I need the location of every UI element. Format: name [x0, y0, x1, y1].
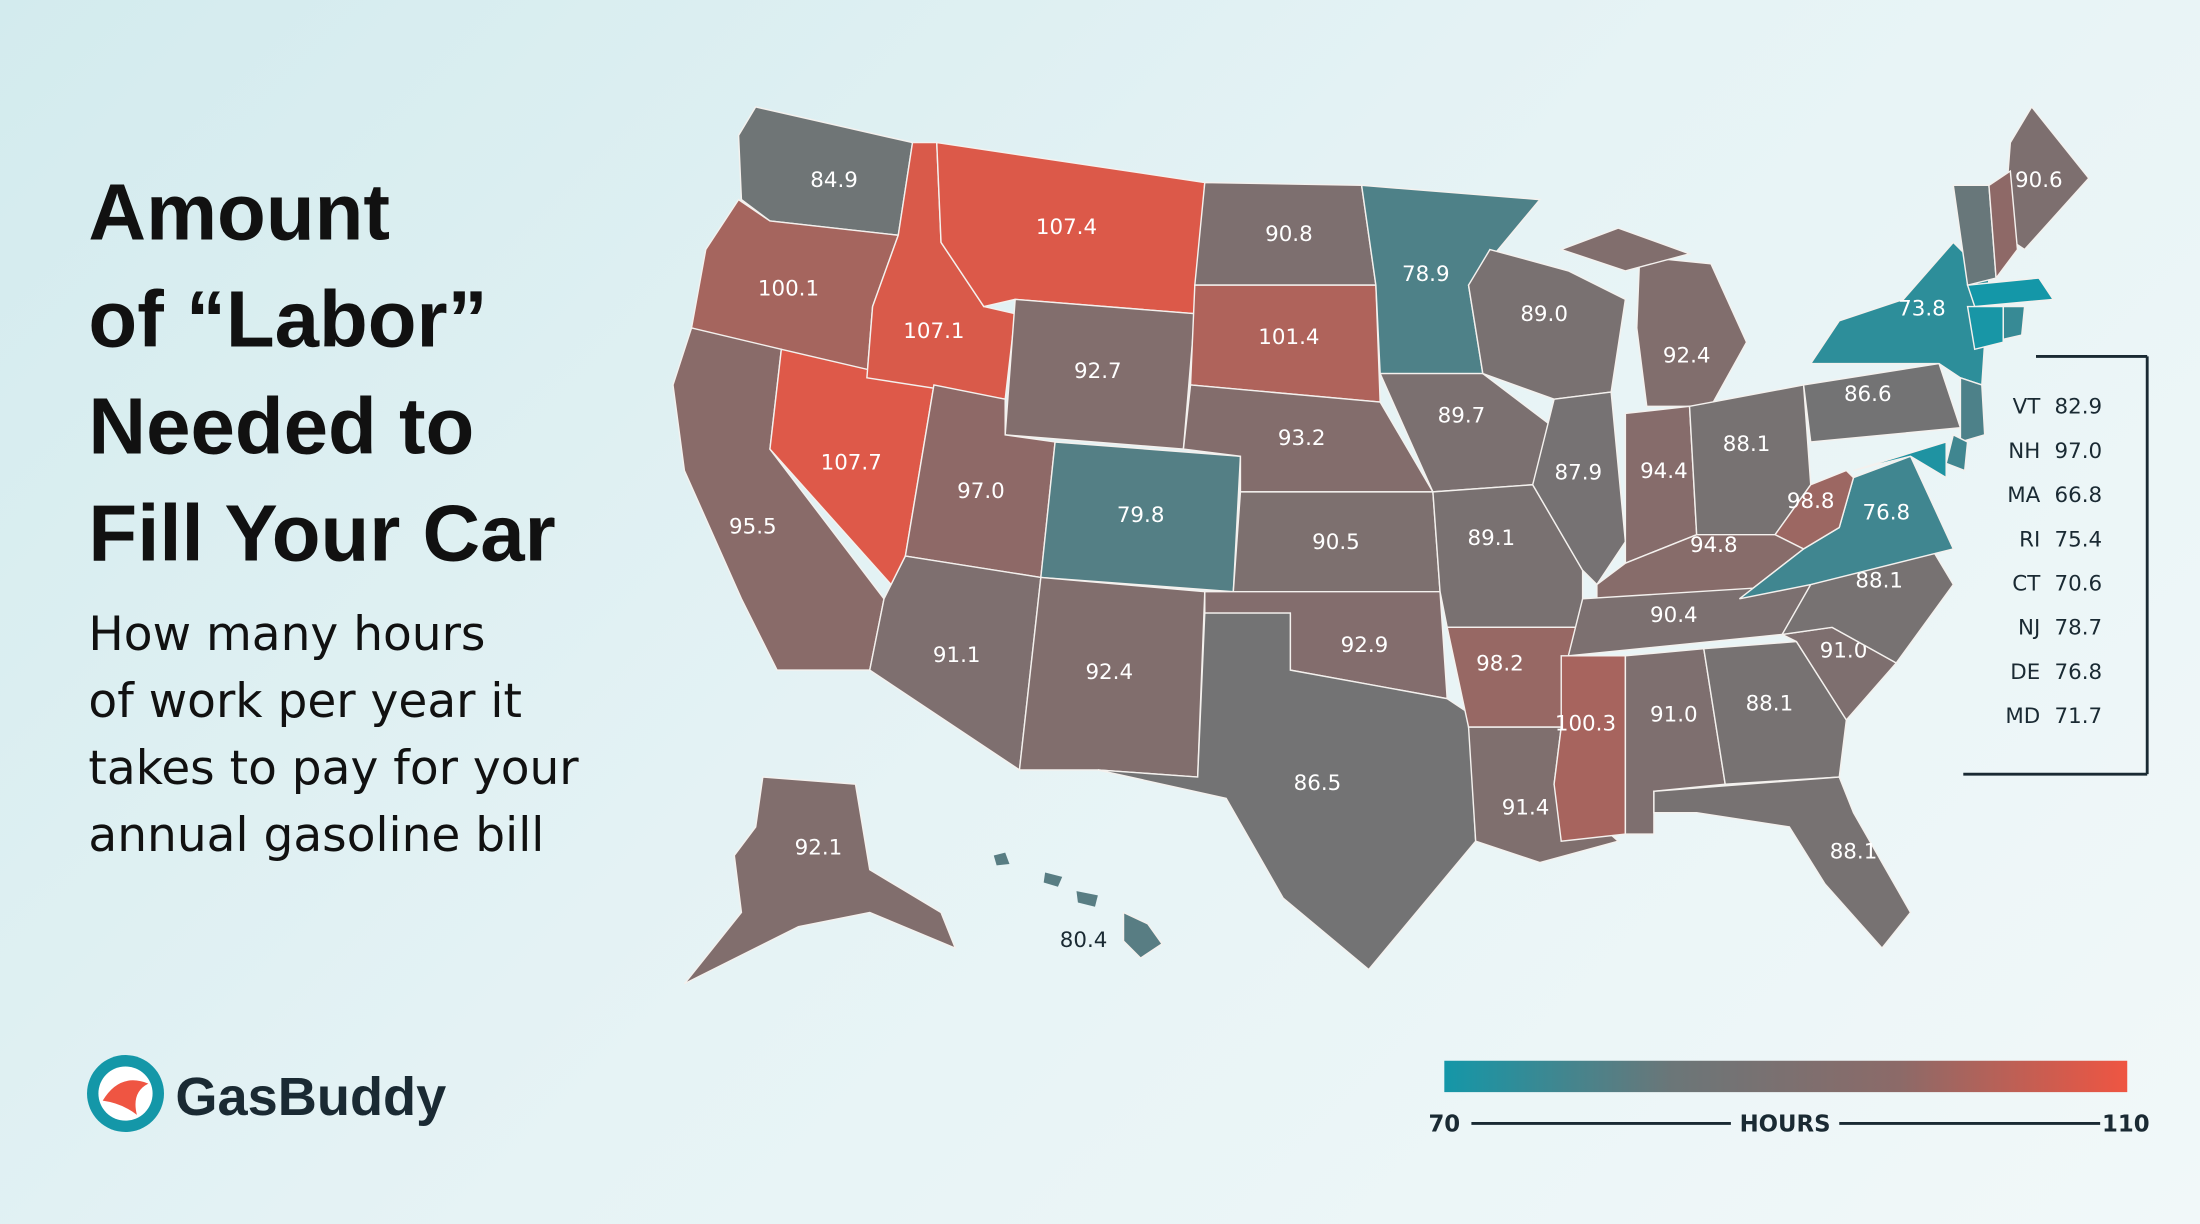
- state-value: 86.6: [1844, 382, 1892, 407]
- state: [1988, 169, 2019, 280]
- state-value: 91.0: [1650, 703, 1698, 728]
- state: [1636, 255, 1748, 408]
- state-value: 92.4: [1663, 343, 1711, 368]
- state-value: 93.2: [1278, 426, 1326, 451]
- state: [1966, 305, 2004, 351]
- state-value: 90.4: [1650, 603, 1698, 628]
- inset-state: DE: [2010, 660, 2040, 685]
- state-value: 94.8: [1690, 533, 1738, 558]
- state-value: 90.5: [1312, 530, 1360, 555]
- state-value: 98.2: [1476, 651, 1524, 676]
- state-value: 89.0: [1520, 302, 1568, 327]
- inset-value: 76.8: [2055, 660, 2103, 685]
- state-value: 79.8: [1117, 503, 1165, 528]
- logo-icon: [102, 1080, 149, 1115]
- state-value: 98.8: [1787, 489, 1835, 514]
- inset-state: RI: [2019, 527, 2040, 552]
- state: [683, 776, 957, 985]
- state-value: 73.8: [1898, 296, 1946, 321]
- state: [1945, 433, 1969, 472]
- state-value: 100.3: [1555, 711, 1616, 736]
- state: [1097, 612, 1477, 971]
- scale-min: 70: [1428, 1111, 1460, 1137]
- state-value: 95.5: [729, 515, 777, 540]
- inset-value: 78.7: [2055, 616, 2103, 641]
- state-value: 91.1: [933, 643, 981, 668]
- inset-state: VT: [2013, 395, 2042, 420]
- state-value: 89.1: [1468, 526, 1516, 551]
- state-value: 107.7: [821, 450, 882, 475]
- state-value: 88.1: [1855, 569, 1903, 594]
- state-value: 97.0: [957, 479, 1005, 504]
- title-line: Needed to: [88, 381, 474, 470]
- state: [1853, 441, 1947, 479]
- inset-state: MD: [2005, 704, 2040, 729]
- state: [1702, 640, 1848, 785]
- inset-value: 66.8: [2055, 483, 2103, 508]
- inset-value: 71.7: [2055, 704, 2103, 729]
- inset-value: 75.4: [2055, 527, 2103, 552]
- inset-value: 70.6: [2055, 572, 2103, 597]
- inset-state: NJ: [2018, 616, 2040, 641]
- scale-label: HOURS: [1740, 1111, 1831, 1137]
- state: [1774, 469, 1855, 550]
- state-value: 91.4: [1502, 795, 1550, 820]
- title-block: Amount of “Labor” Needed to Fill Your Car Ho…: [88, 168, 579, 864]
- state: [2002, 305, 2026, 341]
- state-value: 84.9: [810, 168, 858, 193]
- legend: 70 HOURS 110: [1428, 1060, 2150, 1137]
- state-part: [993, 852, 1010, 866]
- state: [1653, 776, 1912, 950]
- logo-text: GasBuddy: [175, 1067, 446, 1127]
- state-part: [1076, 891, 1098, 907]
- title-line: Amount: [88, 168, 389, 257]
- state-value: 80.4: [1060, 928, 1108, 953]
- state-value: 101.4: [1258, 325, 1319, 350]
- state-value: 89.7: [1438, 403, 1486, 428]
- subtitle-line: annual gasoline bill: [88, 808, 544, 863]
- inset-state: MA: [2007, 483, 2040, 508]
- state-value: 76.8: [1863, 500, 1911, 525]
- state: [1553, 655, 1627, 842]
- state-value: 88.1: [1723, 432, 1771, 457]
- state-value: 86.5: [1294, 771, 1342, 796]
- us-map: 84.9 100.1 95.5 107.7 107.1 107.4 92.7 97.0 79.8…: [672, 105, 2090, 985]
- state-value: 92.4: [1085, 660, 1133, 685]
- title-line: Fill Your Car: [88, 488, 555, 577]
- state-value: 107.4: [1036, 215, 1097, 240]
- state-value: 92.7: [1074, 359, 1122, 384]
- state: [1959, 376, 1986, 443]
- small-states-inset: VT 82.9 NH 97.0 MA 66.8 RI 75.4 CT 70.6 NJ 78.7 DE 76…: [1963, 355, 2149, 776]
- subtitle-line: How many hours: [88, 607, 485, 662]
- state-value: 90.8: [1265, 222, 1313, 247]
- state-value: 107.1: [903, 319, 964, 344]
- subtitle-line: of work per year it: [88, 674, 522, 729]
- state-value: 92.9: [1341, 633, 1389, 658]
- state-value: 88.1: [1830, 840, 1878, 865]
- state-value: 78.9: [1402, 262, 1450, 287]
- state-value: 94.4: [1640, 459, 1688, 484]
- state-part: [1559, 227, 1692, 272]
- state: [1122, 911, 1164, 960]
- state-value: 90.6: [2015, 168, 2063, 193]
- state-value: 100.1: [758, 276, 819, 301]
- inset-value: 82.9: [2055, 395, 2103, 420]
- inset-value: 97.0: [2055, 439, 2103, 464]
- title-line: of “Labor”: [88, 274, 487, 363]
- subtitle-line: takes to pay for your: [88, 741, 579, 796]
- logo: GasBuddy: [87, 1055, 446, 1133]
- state-value: 87.9: [1555, 460, 1603, 485]
- state-part: [1043, 872, 1063, 887]
- inset-state: CT: [2012, 572, 2041, 597]
- state-value: 92.1: [795, 835, 843, 860]
- state: [868, 555, 1042, 772]
- color-scale: [1444, 1060, 2128, 1093]
- inset-state: NH: [2008, 439, 2040, 464]
- state-value: 88.1: [1746, 691, 1794, 716]
- state: [1966, 277, 2055, 308]
- scale-max: 110: [2102, 1111, 2150, 1137]
